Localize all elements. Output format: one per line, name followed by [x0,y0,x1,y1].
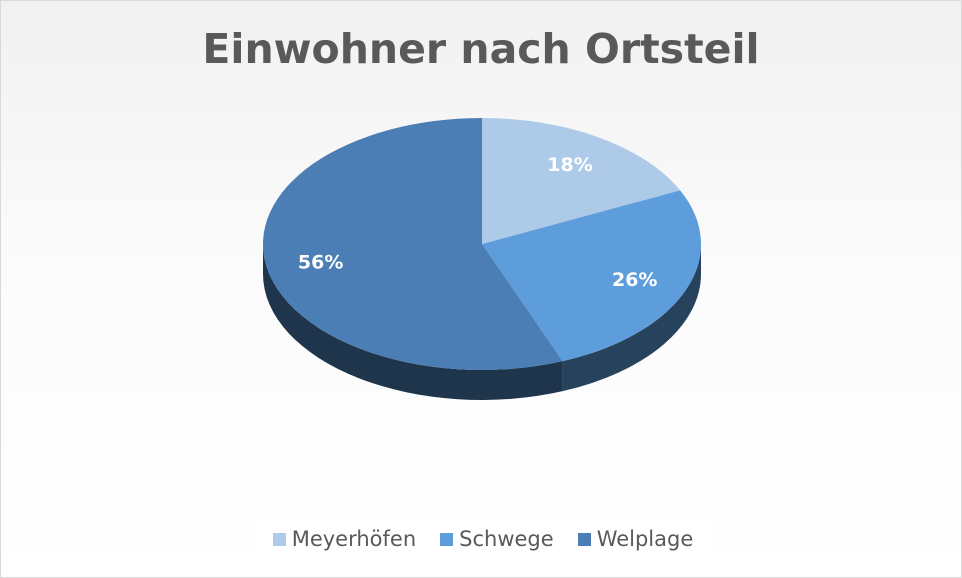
pie-top [263,118,701,370]
legend-label: Schwege [459,527,554,551]
pie-depth [263,244,701,400]
pie-slice-side [263,244,563,400]
legend-swatch [272,532,286,546]
pie-slice-side [562,244,701,392]
legend: Meyerhöfen Schwege Welplage [257,518,709,560]
legend-swatch [440,532,454,546]
legend-item-schwege: Schwege [440,527,554,551]
chart-title: Einwohner nach Ortsteil [202,25,760,73]
legend-label: Welplage [596,527,694,551]
pie-labels: 18% 26% 56% [298,154,658,291]
data-label: 26% [612,269,657,291]
pie-slice [482,190,701,362]
legend-label: Meyerhöfen [291,527,417,551]
data-label: 56% [298,252,343,274]
legend-item-welplage: Welplage [577,527,694,551]
legend-item-meyerhoefen: Meyerhöfen [272,527,417,551]
pie-slice [263,118,563,370]
legend-swatch [577,532,591,546]
pie-slice [482,118,681,244]
pie-chart: 18% 26% 56% [263,118,701,400]
data-label: 18% [547,154,592,176]
